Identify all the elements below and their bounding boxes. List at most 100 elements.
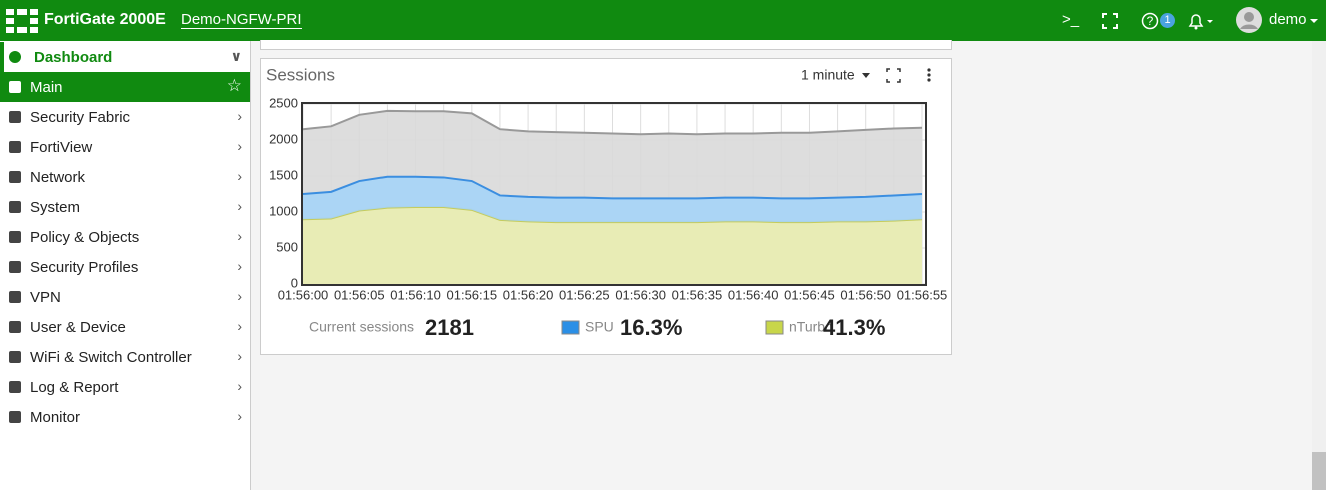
nav-item[interactable]: User & Device › [0, 312, 250, 342]
user-name[interactable]: demo [1269, 11, 1307, 28]
nav-chevron: › [237, 258, 242, 274]
cli-icon[interactable]: >_ [1062, 11, 1080, 28]
widget-svg: Sessions 1 minute 0 500 1000 1500 2000 2500 01… [266, 65, 948, 340]
expand-icon[interactable] [886, 68, 901, 83]
nav-chevron: › [237, 348, 242, 364]
nav-item[interactable]: WiFi & Switch Controller › [0, 342, 250, 372]
legend-value: 16.3% [620, 315, 682, 340]
area-line [302, 175, 923, 200]
scrollbar-thumb[interactable] [1312, 452, 1326, 490]
nav-icon [9, 111, 21, 123]
nav-label: Policy & Objects [30, 229, 140, 246]
menu-icon[interactable] [927, 68, 931, 82]
nav-item[interactable]: Log & Report › [0, 372, 250, 402]
legend-swatch [765, 320, 784, 335]
y-tick-label: 1500 [269, 167, 298, 182]
nav-label: User & Device [30, 319, 126, 336]
nav-chevron: › [237, 198, 242, 214]
x-tick-label: 01:56:15 [447, 287, 498, 302]
nav-chevron: › [237, 378, 242, 394]
y-tick-label: 2500 [269, 95, 298, 110]
nav-item[interactable]: VPN › [0, 282, 250, 312]
legend-swatch [561, 320, 580, 335]
x-tick-label: 01:56:50 [840, 287, 891, 302]
sessions-widget: Sessions 1 minute 0 500 1000 1500 2000 2500 01… [260, 58, 952, 355]
nav-item[interactable]: FortiView › [0, 132, 250, 162]
y-tick-label: 2000 [269, 131, 298, 146]
legend-label: Current sessions [309, 319, 414, 335]
nav-label: System [30, 199, 81, 216]
scrollbar[interactable] [1312, 41, 1326, 490]
nav-label: Security Profiles [30, 259, 139, 276]
nav-item[interactable]: Main ☆ [0, 72, 250, 102]
area [303, 206, 922, 284]
nav-chevron: ∨ [230, 48, 242, 64]
nav-item[interactable]: Security Fabric › [0, 102, 250, 132]
nav-chevron: › [237, 168, 242, 184]
nav-chevron: › [237, 318, 242, 334]
brand: FortiGate 2000E [44, 11, 166, 28]
plot-frame [301, 102, 927, 286]
nav-icon [9, 231, 21, 243]
nav-item[interactable]: Policy & Objects › [0, 222, 250, 252]
legend-label: nTurbo [789, 319, 833, 335]
sidebar: Dashboard ∨ Main ☆ Security Fabric › FortiView… [0, 41, 251, 490]
nav-icon [9, 141, 21, 153]
legend-value: 2181 [425, 315, 474, 340]
nav-label: VPN [30, 289, 61, 306]
x-tick-label: 01:56:25 [559, 287, 610, 302]
x-tick-label: 01:56:20 [503, 287, 554, 302]
nav-label: WiFi & Switch Controller [30, 349, 192, 366]
legend-value: 41.3% [823, 315, 885, 340]
nav-item[interactable]: System › [0, 192, 250, 222]
nav-icon [9, 351, 21, 363]
help-badge: 1 [1160, 13, 1175, 28]
nav-chevron: › [237, 138, 242, 154]
y-tick-label: 500 [276, 239, 298, 254]
area [303, 176, 922, 223]
area-line [302, 109, 923, 136]
nav-icon [9, 201, 21, 213]
nav-label: Log & Report [30, 379, 119, 396]
nav-chevron: › [237, 288, 242, 304]
x-tick-label: 01:56:05 [334, 287, 385, 302]
x-tick-label: 01:56:45 [784, 287, 835, 302]
nav-label: Network [30, 169, 86, 186]
nav-label: Main [30, 79, 63, 96]
nav-chevron: › [237, 228, 242, 244]
interval-caret [862, 73, 870, 78]
x-tick-label: 01:56:00 [278, 287, 329, 302]
help-icon[interactable]: ? [1141, 12, 1159, 30]
nav-icon [9, 171, 21, 183]
nav-chevron: › [237, 408, 242, 424]
interval-select[interactable]: 1 minute [801, 67, 855, 83]
top-bar: FortiGate 2000E Demo-NGFW-PRI >_ ? 1 dem… [0, 0, 1326, 41]
x-tick-label: 01:56:35 [672, 287, 723, 302]
nav-label: FortiView [30, 139, 93, 156]
nav-label: Security Fabric [30, 109, 131, 126]
nav-chevron: ☆ [226, 76, 242, 95]
nav-icon [9, 321, 21, 333]
legend-label: SPU [585, 319, 614, 335]
x-tick-label: 01:56:10 [390, 287, 441, 302]
widget-title: Sessions [266, 65, 335, 84]
x-tick-label: 01:56:55 [897, 287, 948, 302]
nav-icon [9, 381, 21, 393]
fullscreen-icon[interactable] [1102, 13, 1118, 29]
nav-item[interactable]: Security Profiles › [0, 252, 250, 282]
bell-icon[interactable] [1187, 12, 1217, 30]
nav-label: Monitor [30, 409, 81, 426]
svg-text:?: ? [1147, 14, 1154, 28]
nav-item[interactable]: Dashboard ∨ [0, 42, 250, 72]
nav-icon [9, 291, 21, 303]
logo [6, 9, 38, 33]
hostname[interactable]: Demo-NGFW-PRI [181, 11, 302, 29]
avatar[interactable] [1235, 6, 1263, 34]
previous-widget [260, 40, 952, 50]
y-tick-label: 0 [291, 275, 298, 290]
nav-icon [9, 81, 21, 93]
nav-item[interactable]: Monitor › [0, 402, 250, 432]
nav-icon [9, 51, 21, 63]
nav-item[interactable]: Network › [0, 162, 250, 192]
